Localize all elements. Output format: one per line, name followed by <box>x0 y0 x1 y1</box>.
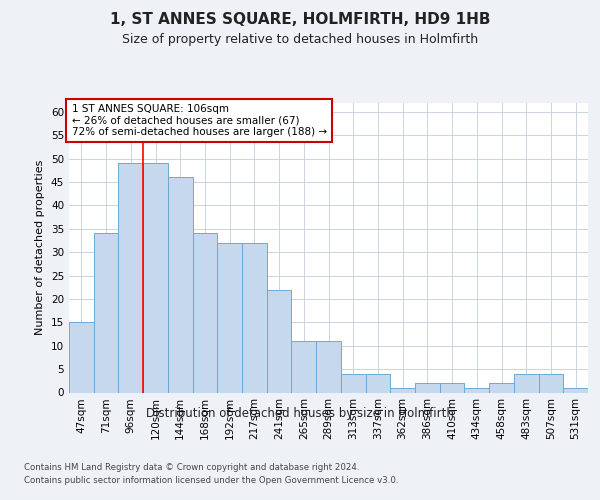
Bar <box>415 383 440 392</box>
Text: Distribution of detached houses by size in Holmfirth: Distribution of detached houses by size … <box>146 408 454 420</box>
Bar <box>539 374 563 392</box>
Y-axis label: Number of detached properties: Number of detached properties <box>35 160 46 335</box>
Bar <box>242 243 267 392</box>
Bar <box>69 322 94 392</box>
Bar <box>464 388 489 392</box>
Bar <box>390 388 415 392</box>
Bar <box>489 383 514 392</box>
Bar <box>94 234 118 392</box>
Bar <box>316 341 341 392</box>
Bar <box>118 164 143 392</box>
Bar <box>267 290 292 393</box>
Text: 1 ST ANNES SQUARE: 106sqm
← 26% of detached houses are smaller (67)
72% of semi-: 1 ST ANNES SQUARE: 106sqm ← 26% of detac… <box>71 104 327 137</box>
Text: Contains HM Land Registry data © Crown copyright and database right 2024.: Contains HM Land Registry data © Crown c… <box>24 462 359 471</box>
Text: 1, ST ANNES SQUARE, HOLMFIRTH, HD9 1HB: 1, ST ANNES SQUARE, HOLMFIRTH, HD9 1HB <box>110 12 490 28</box>
Text: Contains public sector information licensed under the Open Government Licence v3: Contains public sector information licen… <box>24 476 398 485</box>
Bar <box>365 374 390 392</box>
Bar <box>440 383 464 392</box>
Bar <box>217 243 242 392</box>
Bar <box>514 374 539 392</box>
Bar <box>193 234 217 392</box>
Text: Size of property relative to detached houses in Holmfirth: Size of property relative to detached ho… <box>122 32 478 46</box>
Bar <box>292 341 316 392</box>
Bar <box>563 388 588 392</box>
Bar <box>168 178 193 392</box>
Bar <box>143 164 168 392</box>
Bar <box>341 374 365 392</box>
